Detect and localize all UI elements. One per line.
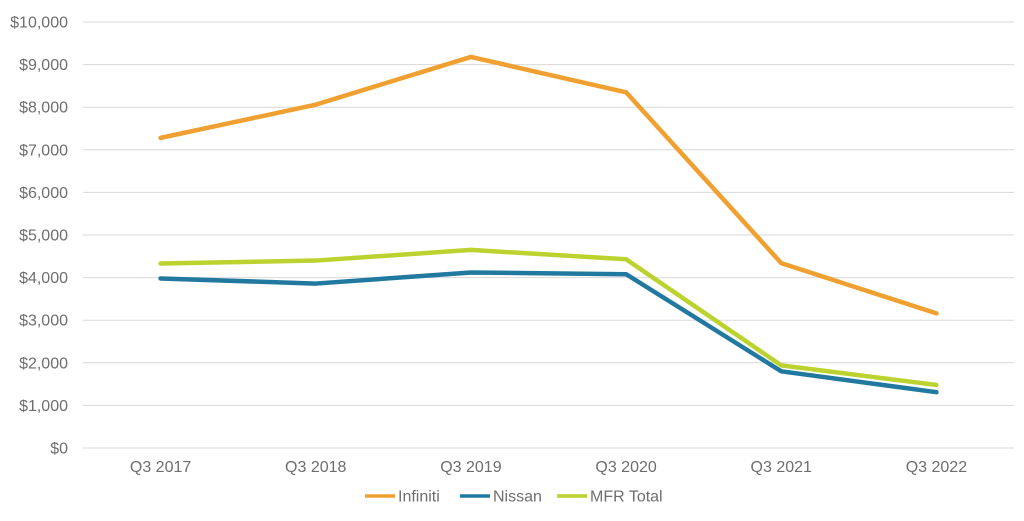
x-axis-tick-label: Q3 2021 <box>751 459 812 476</box>
legend-item-nissan: Nissan <box>460 489 542 506</box>
legend-label-mfr-total: MFR Total <box>590 489 663 506</box>
series-line-nissan <box>158 270 939 395</box>
y-axis-tick-label: $0 <box>50 441 68 458</box>
x-axis-tick-label: Q3 2018 <box>285 459 346 476</box>
y-axis-tick-label: $3,000 <box>19 313 68 330</box>
legend-item-infiniti: Infiniti <box>365 489 440 506</box>
y-axis-tick-label: $8,000 <box>19 100 68 117</box>
x-axis-tick-label: Q3 2022 <box>906 459 967 476</box>
y-axis-tick-label: $7,000 <box>19 142 68 159</box>
x-axis-tick-label: Q3 2019 <box>440 459 501 476</box>
legend-label-nissan: Nissan <box>493 489 542 506</box>
y-axis-tick-label: $10,000 <box>10 15 68 32</box>
y-axis-tick-label: $2,000 <box>19 355 68 372</box>
y-axis-tick-label: $4,000 <box>19 270 68 287</box>
y-axis-tick-label: $9,000 <box>19 57 68 74</box>
series-line-mfr-total <box>158 247 939 388</box>
legend-item-mfr-total: MFR Total <box>557 489 663 506</box>
legend-label-infiniti: Infiniti <box>398 489 440 506</box>
x-axis-tick-label: Q3 2020 <box>595 459 656 476</box>
y-axis-tick-label: $5,000 <box>19 228 68 245</box>
x-axis-tick-label: Q3 2017 <box>130 459 191 476</box>
y-axis-tick-label: $1,000 <box>19 398 68 415</box>
series-line-infiniti <box>158 54 939 316</box>
y-axis-tick-label: $6,000 <box>19 185 68 202</box>
